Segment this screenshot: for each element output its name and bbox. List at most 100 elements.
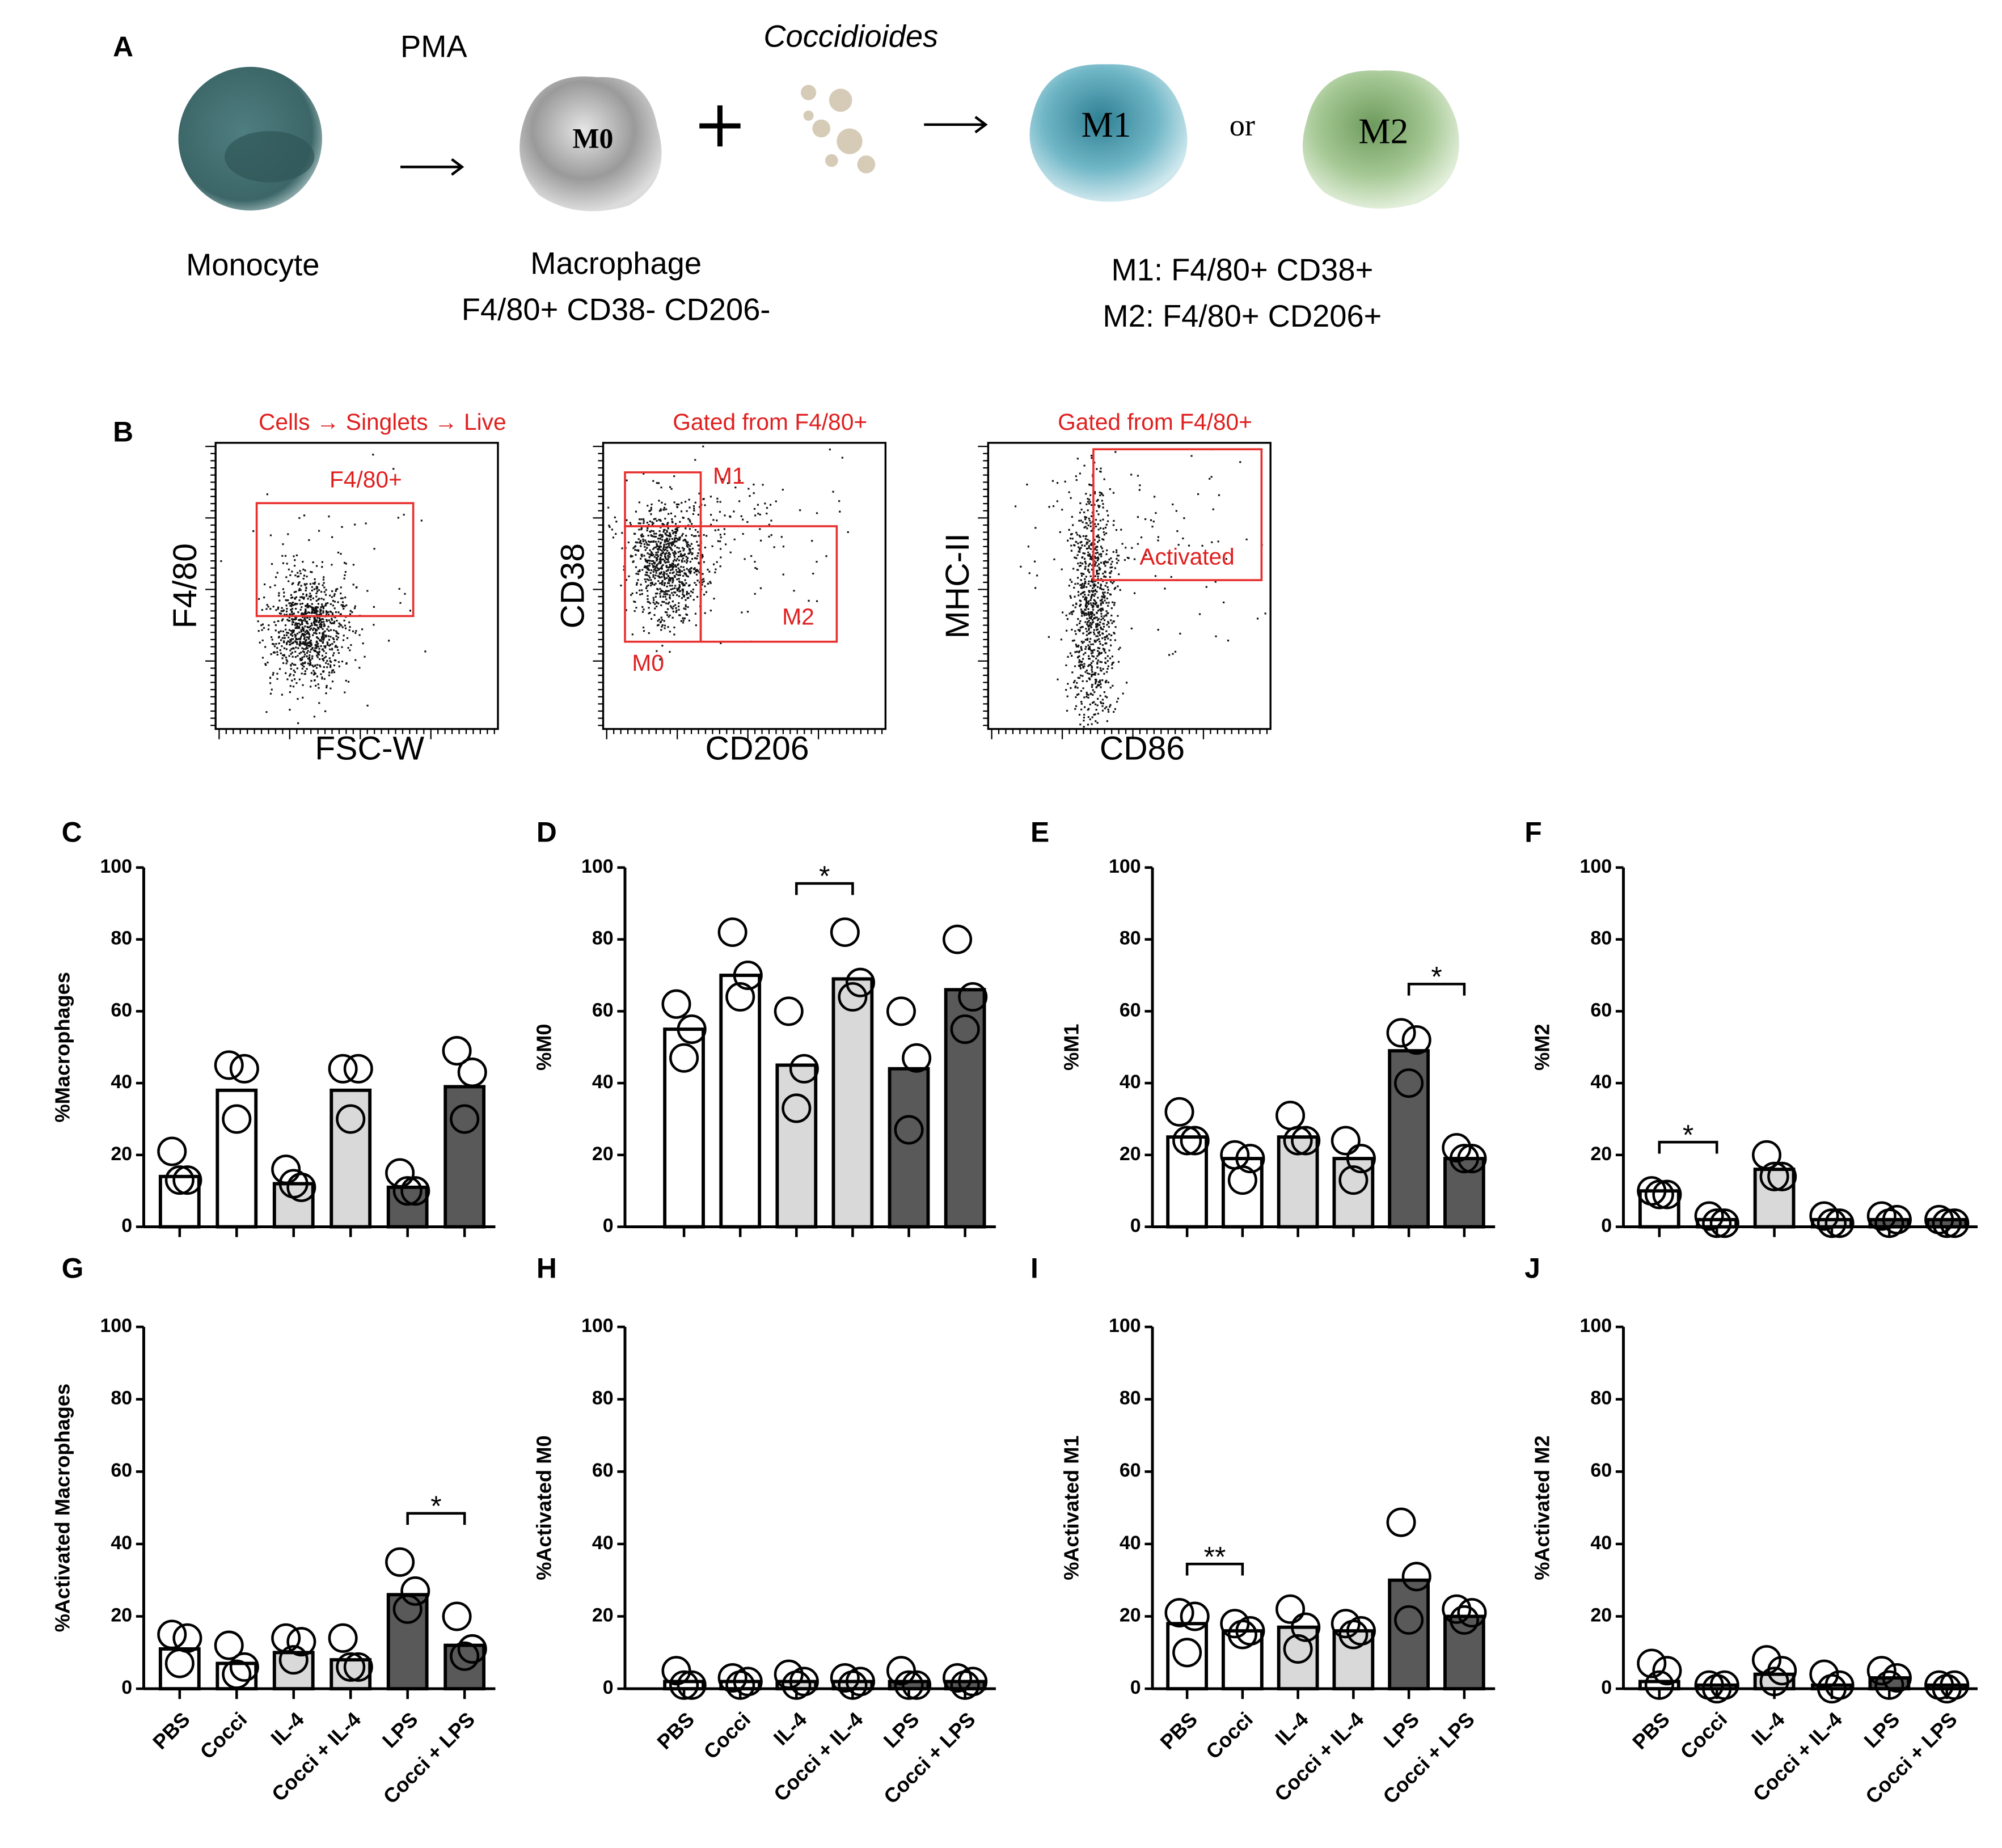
data-point <box>1386 1018 1416 1048</box>
data-point <box>838 982 868 1012</box>
panel-label: C <box>62 816 82 848</box>
x-tick-label: Cocci <box>1676 1707 1732 1764</box>
panel-label: G <box>62 1253 84 1284</box>
y-tick-label: 20 <box>592 1143 614 1165</box>
bar <box>719 974 762 1229</box>
y-tick-label: 20 <box>1590 1143 1612 1165</box>
m2-cell <box>1302 70 1459 209</box>
data-point <box>1809 1659 1839 1689</box>
event-dots <box>607 445 849 661</box>
data-point <box>1709 1208 1739 1238</box>
y-axis-label: CD38 <box>554 543 591 628</box>
data-point <box>328 1623 358 1653</box>
y-tick-label: 40 <box>592 1532 614 1554</box>
data-point <box>902 1670 932 1700</box>
y-tick-label: 0 <box>1130 1215 1141 1236</box>
bar <box>1443 1614 1485 1691</box>
gate <box>699 525 838 643</box>
gate <box>624 525 702 643</box>
x-tick-label: PBS <box>1155 1707 1202 1754</box>
data-point <box>1394 1068 1424 1098</box>
y-tick-label: 40 <box>111 1532 132 1554</box>
x-tick-label: LPS <box>378 1707 423 1752</box>
data-point <box>442 1036 472 1066</box>
data-point <box>1283 1634 1313 1664</box>
x-axis-label: CD206 <box>706 730 809 767</box>
data-point <box>278 1645 309 1675</box>
data-point <box>1817 1208 1847 1238</box>
y-tick-label: 0 <box>1601 1677 1612 1698</box>
plus-sign <box>699 105 741 147</box>
data-point <box>950 1014 980 1044</box>
data-point <box>1386 1507 1416 1537</box>
x-axis-label: FSC-W <box>315 730 424 767</box>
data-point <box>717 1663 747 1693</box>
gate-header: Gated from F4/80+ <box>1058 409 1252 435</box>
data-point <box>1449 1144 1479 1174</box>
data-point <box>1644 1670 1674 1700</box>
data-point <box>157 1619 187 1650</box>
gate-label: M1 <box>713 463 745 489</box>
event-dots <box>220 454 426 724</box>
bar-chart: E 0 20 40 60 80 100 %M1 * <box>1030 816 1496 1237</box>
axis-ticks <box>978 446 1268 739</box>
x-tick-label: PBS <box>652 1707 699 1754</box>
data-point <box>1291 1126 1321 1156</box>
bar <box>1925 1683 1968 1691</box>
data-point <box>1227 1165 1257 1195</box>
data-point <box>229 1054 259 1084</box>
data-point <box>1767 1161 1797 1191</box>
data-point <box>336 1104 366 1134</box>
data-point <box>392 1594 423 1624</box>
data-point <box>1940 1208 1970 1238</box>
data-point <box>1866 1201 1897 1231</box>
data-point <box>1172 1126 1202 1156</box>
data-point <box>1932 1208 1962 1238</box>
significance-label: * <box>819 860 830 892</box>
y-axis-label: MHC-II <box>939 533 976 638</box>
gate-label: M0 <box>632 650 664 676</box>
significance-bracket <box>1407 983 1466 996</box>
data-point <box>845 967 876 997</box>
y-axis-label: %Activated M0 <box>532 1435 555 1580</box>
data-point <box>1457 1144 1487 1174</box>
y-tick-label: 20 <box>1120 1604 1141 1626</box>
panel-label: I <box>1030 1253 1038 1284</box>
data-point <box>894 1115 924 1145</box>
x-axis-label: CD86 <box>1100 730 1185 767</box>
data-point <box>450 1104 480 1134</box>
data-point <box>830 917 860 948</box>
y-tick-label: 0 <box>603 1215 614 1236</box>
y-tick-label: 100 <box>100 856 132 877</box>
y-tick-label: 100 <box>1579 1315 1612 1337</box>
data-point <box>1401 1562 1431 1592</box>
arrow <box>400 158 464 176</box>
panel-a: A Monocyte PMA M0 Coccidioides M1 or M2 … <box>113 19 1459 333</box>
data-point <box>1702 1208 1732 1238</box>
y-axis-label: %M1 <box>1059 1024 1083 1071</box>
x-tick-label: PBS <box>148 1707 195 1754</box>
significance-label: * <box>1683 1119 1693 1151</box>
data-point <box>782 1093 812 1123</box>
data-point <box>677 1014 707 1044</box>
data-point <box>328 1054 358 1084</box>
bar <box>1696 1683 1738 1691</box>
plot-frame <box>214 442 499 730</box>
data-point <box>271 1623 301 1653</box>
data-point <box>172 1165 202 1195</box>
data-point <box>400 1176 430 1206</box>
data-point <box>214 1050 244 1080</box>
data-point <box>1751 1645 1782 1675</box>
bar <box>272 1182 315 1229</box>
data-point <box>1932 1674 1962 1704</box>
x-tick-label: LPS <box>1379 1707 1424 1752</box>
y-tick-label: 80 <box>111 928 132 949</box>
cell-name: M0 <box>572 123 613 154</box>
data-point <box>1644 1179 1674 1210</box>
significance-bracket <box>406 1512 466 1525</box>
y-tick-label: 60 <box>111 999 132 1021</box>
data-point <box>1637 1648 1667 1678</box>
data-point <box>1180 1126 1210 1156</box>
gate-label: F4/80+ <box>330 467 402 493</box>
